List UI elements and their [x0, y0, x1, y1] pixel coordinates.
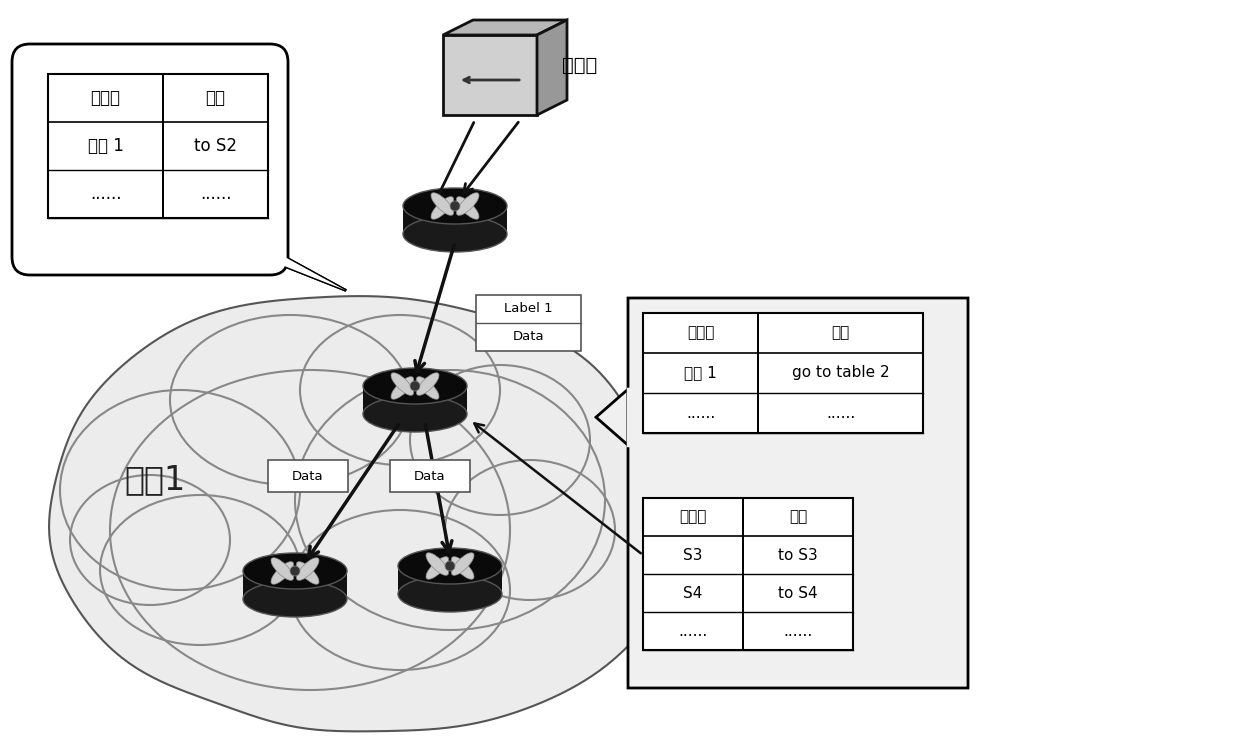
Text: to S4: to S4 [779, 585, 818, 601]
Bar [268, 460, 348, 492]
Ellipse shape [456, 193, 479, 215]
Ellipse shape [363, 396, 467, 432]
Bar [391, 460, 470, 492]
Text: ......: ...... [784, 624, 812, 638]
Ellipse shape [391, 373, 414, 396]
Ellipse shape [272, 562, 294, 584]
Ellipse shape [69, 475, 229, 605]
Ellipse shape [300, 315, 500, 465]
Bar [243, 571, 347, 599]
Bar [476, 295, 582, 351]
Ellipse shape [427, 553, 449, 576]
Ellipse shape [403, 188, 507, 224]
Bar [48, 74, 268, 218]
Ellipse shape [391, 376, 414, 399]
Bar [363, 386, 467, 414]
Ellipse shape [456, 196, 479, 219]
Ellipse shape [290, 510, 510, 670]
Ellipse shape [432, 196, 454, 219]
FancyBboxPatch shape [627, 298, 968, 688]
Text: 标签 1: 标签 1 [88, 137, 124, 155]
Text: ......: ...... [678, 624, 708, 638]
Ellipse shape [417, 376, 439, 399]
Text: Data: Data [293, 469, 324, 483]
Text: ......: ...... [89, 185, 122, 203]
Text: 匹配域: 匹配域 [91, 89, 120, 107]
Circle shape [290, 566, 300, 576]
Ellipse shape [295, 370, 605, 630]
Text: Data: Data [512, 331, 544, 343]
Text: 匹配域: 匹配域 [680, 509, 707, 525]
Polygon shape [443, 20, 567, 35]
Text: to S3: to S3 [779, 548, 818, 562]
Text: ......: ...... [826, 405, 856, 421]
Polygon shape [50, 296, 678, 731]
Text: 匹配域: 匹配域 [687, 325, 714, 340]
Text: 标签 1: 标签 1 [684, 365, 717, 381]
Text: 动作: 动作 [206, 89, 226, 107]
Circle shape [410, 381, 420, 391]
Ellipse shape [296, 558, 319, 580]
Ellipse shape [243, 553, 347, 589]
Ellipse shape [432, 193, 454, 215]
Text: S3: S3 [683, 548, 703, 562]
Ellipse shape [410, 365, 590, 515]
Ellipse shape [272, 558, 294, 580]
Polygon shape [537, 20, 567, 115]
Bar [644, 313, 923, 433]
Text: go to table 2: go to table 2 [791, 365, 889, 381]
Text: Data: Data [414, 469, 446, 483]
Text: S4: S4 [683, 585, 703, 601]
Ellipse shape [100, 495, 300, 645]
Ellipse shape [243, 581, 347, 617]
Ellipse shape [445, 460, 615, 600]
Polygon shape [596, 389, 627, 445]
Text: 控制器: 控制器 [562, 55, 598, 75]
Text: 动作: 动作 [831, 325, 849, 340]
Polygon shape [216, 239, 345, 290]
Ellipse shape [170, 315, 410, 485]
Bar [403, 206, 507, 234]
Text: Label 1: Label 1 [505, 303, 553, 316]
Ellipse shape [398, 548, 502, 584]
Circle shape [450, 201, 460, 211]
Text: 动作: 动作 [789, 509, 807, 525]
Text: 分组1: 分组1 [124, 463, 186, 497]
Bar [398, 566, 502, 594]
Ellipse shape [451, 553, 474, 576]
Ellipse shape [296, 562, 319, 584]
Polygon shape [216, 239, 345, 290]
Text: ......: ...... [686, 405, 715, 421]
Ellipse shape [110, 370, 510, 690]
Ellipse shape [60, 390, 300, 590]
Ellipse shape [427, 556, 449, 579]
Ellipse shape [417, 373, 439, 396]
Text: ......: ...... [200, 185, 231, 203]
Ellipse shape [451, 556, 474, 579]
Circle shape [445, 561, 455, 571]
Polygon shape [443, 35, 537, 115]
Ellipse shape [398, 576, 502, 612]
Bar [644, 498, 853, 650]
Ellipse shape [403, 216, 507, 252]
Text: to S2: to S2 [193, 137, 237, 155]
Ellipse shape [363, 368, 467, 404]
FancyBboxPatch shape [12, 44, 288, 275]
